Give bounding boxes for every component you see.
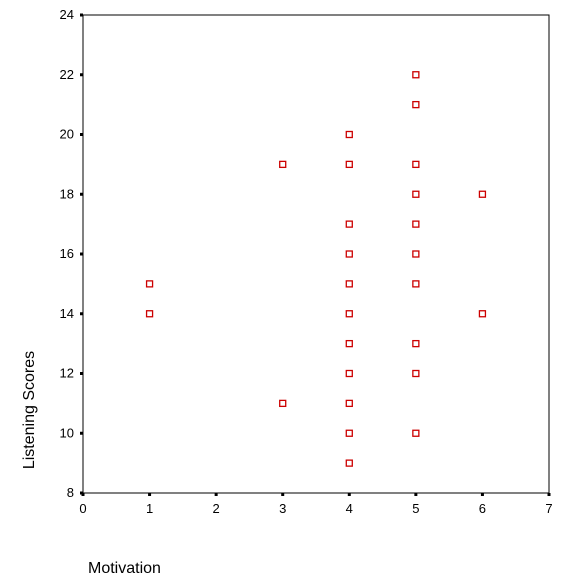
data-point: [279, 399, 287, 408]
data-point: [345, 339, 353, 348]
y-tick-label: 12: [60, 366, 74, 381]
x-axis-title: Motivation: [88, 560, 161, 577]
y-tick-label: 10: [60, 425, 74, 440]
y-axis-title: Listening Scores: [21, 351, 38, 469]
y-tick-label: 14: [60, 306, 74, 321]
data-point: [345, 250, 353, 258]
y-axis: 8 10 12 14 16 18 20 22 24: [60, 7, 83, 500]
data-point: [345, 369, 353, 378]
x-tick-label: 6: [479, 501, 486, 516]
data-point: [345, 310, 353, 318]
data-point: [345, 459, 353, 467]
data-point: [345, 429, 353, 437]
y-tick-label: 20: [60, 127, 74, 142]
y-tick-label: 16: [60, 246, 74, 261]
data-point: [145, 310, 154, 318]
y-tick-label: 22: [60, 67, 74, 82]
data-point: [412, 339, 420, 348]
data-point: [345, 160, 353, 169]
data-point: [412, 220, 420, 228]
data-point: [478, 190, 487, 198]
x-tick-label: 5: [412, 501, 419, 516]
y-tick-label: 24: [60, 7, 74, 22]
x-tick-label: 3: [279, 501, 286, 516]
data-points: [145, 71, 487, 467]
data-point: [412, 100, 420, 109]
x-tick-label: 4: [346, 501, 353, 516]
data-point: [412, 250, 420, 258]
data-point: [412, 369, 420, 378]
data-point: [345, 280, 353, 288]
x-tick-label: 1: [146, 501, 153, 516]
data-point: [412, 160, 420, 169]
data-point: [145, 280, 154, 288]
data-point: [412, 429, 420, 437]
data-point: [345, 130, 353, 139]
y-tick-label: 18: [60, 186, 74, 201]
x-axis: 0 1 2 3 4 5 6 7: [79, 493, 553, 516]
data-point: [412, 190, 420, 198]
plot-frame: [82, 14, 550, 494]
data-point: [279, 160, 287, 169]
data-point: [345, 399, 353, 408]
x-tick-label: 0: [79, 501, 86, 516]
data-point: [412, 280, 420, 288]
x-tick-label: 7: [545, 501, 552, 516]
data-point: [412, 71, 420, 79]
y-tick-label: 8: [67, 485, 74, 500]
data-point: [345, 220, 353, 228]
x-tick-label: 2: [213, 501, 220, 516]
data-point: [478, 310, 487, 318]
